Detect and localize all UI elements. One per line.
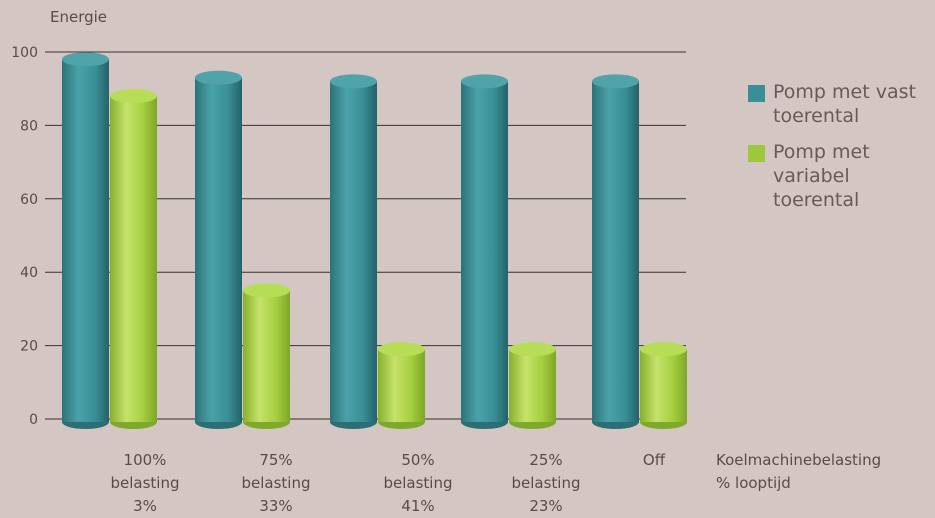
x-category-label: Off [599, 449, 709, 472]
y-tick-label: 80 [20, 118, 38, 134]
y-tick-label: 100 [11, 45, 38, 61]
category-sub: belasting [511, 474, 581, 492]
x-axis-title-line1: Koelmachinebelasting [716, 451, 882, 469]
x-axis-title-line2: % looptijd [716, 474, 791, 492]
legend-item-fixed: Pomp met vast toerental [748, 80, 935, 128]
bar-variable-2 [378, 342, 425, 429]
x-category-label: 50% belasting 41% [363, 449, 473, 518]
x-axis-title: Koelmachinebelasting % looptijd [716, 449, 881, 495]
category-sub: belasting [383, 474, 453, 492]
bar-fixed-2 [330, 74, 377, 429]
category-name: 100% [123, 451, 167, 469]
category-sub: belasting [110, 474, 180, 492]
category-runtime: 23% [529, 497, 563, 515]
bar-fixed-1 [195, 70, 242, 429]
y-tick-label: 20 [20, 339, 38, 355]
bar-variable-4 [640, 342, 687, 429]
category-name: 75% [259, 451, 293, 469]
category-runtime: 41% [401, 497, 435, 515]
bar-variable-1 [243, 283, 290, 429]
category-name: Off [642, 451, 666, 469]
bar-fixed-3 [461, 74, 508, 429]
legend-swatch-variable [748, 145, 765, 162]
category-sub: belasting [241, 474, 311, 492]
y-tick-label: 60 [20, 192, 38, 208]
category-runtime: 33% [259, 497, 293, 515]
category-name: 25% [529, 451, 563, 469]
x-category-label: 100% belasting 3% [90, 449, 200, 518]
category-name: 50% [401, 451, 435, 469]
legend: Pomp met vast toerental Pomp met variabe… [748, 80, 935, 224]
x-category-label: 25% belasting 23% [491, 449, 601, 518]
legend-swatch-fixed [748, 85, 765, 102]
bar-fixed-4 [592, 74, 639, 429]
y-tick-label: 40 [20, 265, 38, 281]
bar-variable-3 [509, 342, 556, 429]
legend-label-fixed: Pomp met vast toerental [773, 81, 916, 127]
y-axis-title: Energie [50, 8, 108, 26]
legend-item-variable: Pomp met variabel toerental [748, 140, 935, 212]
x-category-label: 75% belasting 33% [221, 449, 331, 518]
category-runtime: 3% [133, 497, 157, 515]
bar-fixed-0 [62, 52, 109, 429]
y-tick-label: 0 [29, 412, 38, 428]
bar-variable-0 [110, 89, 157, 429]
legend-label-variable: Pomp met variabel toerental [773, 141, 870, 211]
